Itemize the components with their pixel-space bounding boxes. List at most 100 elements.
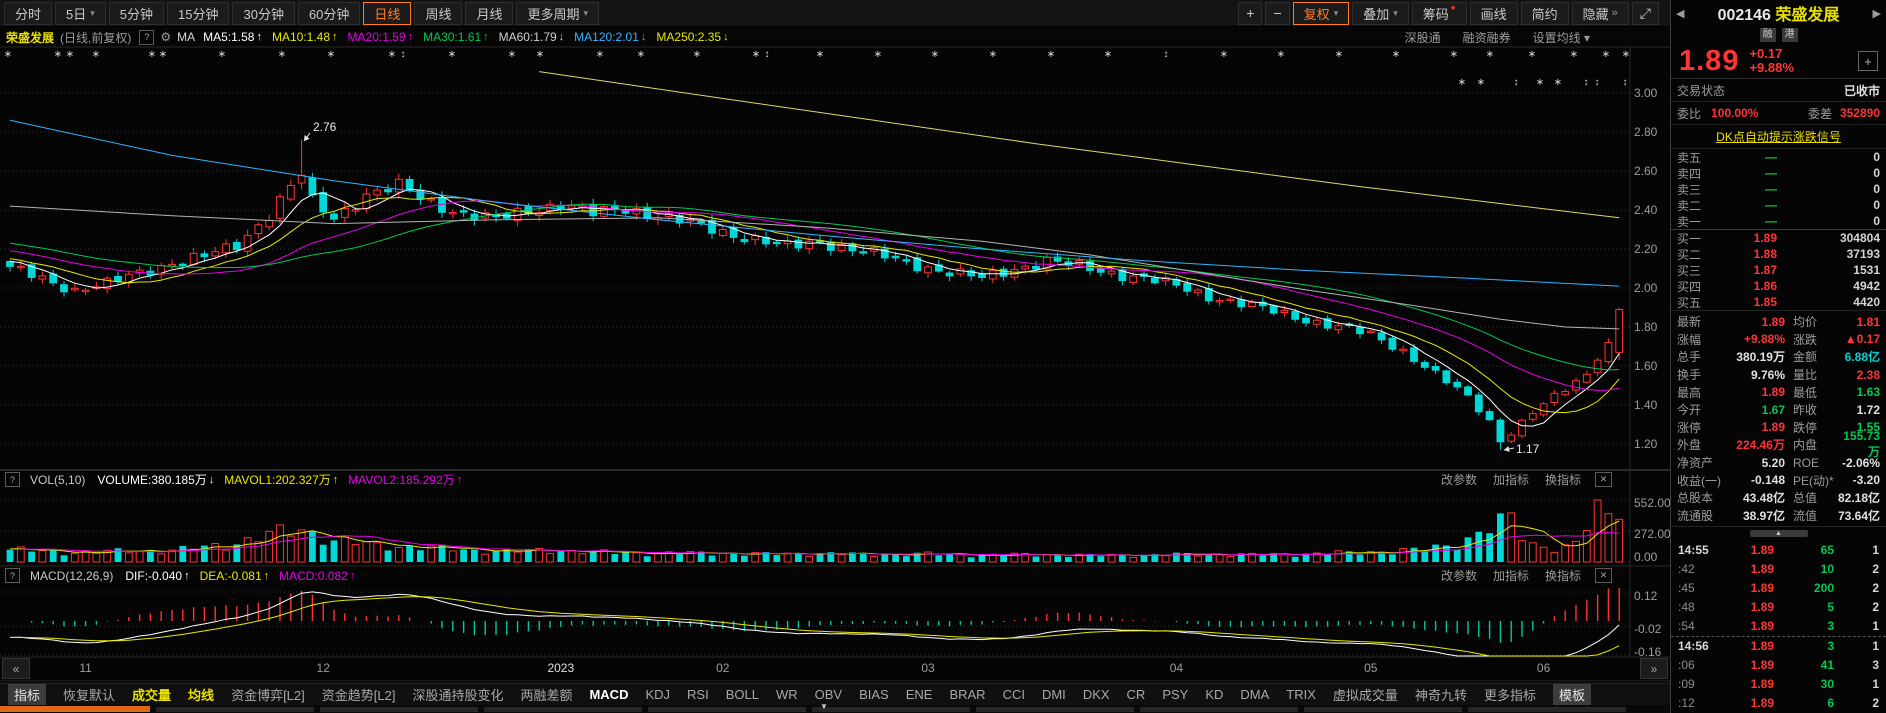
tab-更多指标[interactable]: 更多指标 [1483, 688, 1536, 703]
settings-ma-button[interactable]: 设置均线 ▾ [1532, 30, 1590, 45]
tab-BIAS[interactable]: BIAS [859, 687, 889, 702]
horizontal-scrollbar[interactable]: ▼ [0, 702, 1670, 713]
tab-BOLL[interactable]: BOLL [725, 687, 759, 702]
tab-WR[interactable]: WR [775, 687, 798, 702]
tab-成交量[interactable]: 成交量 [132, 688, 172, 703]
action-加指标[interactable]: 加指标 [1492, 569, 1529, 583]
tab-BRAR[interactable]: BRAR [949, 687, 986, 702]
action-改参数[interactable]: 改参数 [1440, 473, 1477, 487]
period-60分钟[interactable]: 60分钟 [297, 1, 361, 25]
zoom-in-button[interactable]: + [1238, 1, 1263, 25]
tab-KD[interactable]: KD [1205, 687, 1224, 702]
tab-DMI[interactable]: DMI [1041, 687, 1066, 702]
zoom-out-button[interactable]: − [1265, 1, 1290, 25]
gear-icon[interactable]: ⚙ [160, 30, 172, 44]
tab-模板[interactable]: 模板 [1552, 684, 1591, 705]
action-换指标[interactable]: 换指标 [1544, 569, 1581, 583]
tab-神奇九转[interactable]: 神奇九转 [1414, 688, 1467, 703]
fullscreen-button[interactable]: ⤢ [1631, 1, 1659, 25]
add-to-watchlist-button[interactable]: + [1858, 51, 1878, 71]
help-icon[interactable]: ? [139, 29, 155, 45]
action-加指标[interactable]: 加指标 [1492, 473, 1529, 487]
tab-DMA[interactable]: DMA [1240, 687, 1270, 702]
link-融资融券[interactable]: 融资融券 [1462, 30, 1511, 45]
tab-ENE[interactable]: ENE [905, 687, 933, 702]
tab-OBV[interactable]: OBV [814, 687, 843, 702]
tab-RSI[interactable]: RSI [687, 687, 709, 702]
dk-signal-link[interactable]: DK点自动提示涨跌信号 [1716, 130, 1841, 144]
time-sales-list[interactable]: 14:55 1.89 65 1:42 1.89 10 2:45 1.89 200 2:48 1.89… [1671, 540, 1886, 713]
top-toolbar: 分时 5日 ▾ 5分钟 15分钟 30分钟 60分钟 日线 周线 月线 更多周期 ▾ + − 复权 ▾ 叠加 ▾… [0, 0, 1670, 27]
period-15分钟[interactable]: 15分钟 [167, 1, 230, 25]
tab-恢复默认[interactable]: 恢复默认 [63, 688, 116, 703]
quote-nav: ◀ 002146 荣盛发展 ▶ [1671, 0, 1886, 26]
panel-collapse-handle[interactable]: ▲ [1671, 527, 1886, 540]
period-30分钟[interactable]: 30分钟 [232, 1, 295, 25]
draw-line-button[interactable]: 画线 [1469, 1, 1518, 25]
ask-rows: 卖五 — 0 卖四 — 0 卖三 — 0 卖二 — 0 卖一 — 0 [1671, 149, 1886, 229]
overlay-button[interactable]: 叠加 ▾ [1352, 1, 1409, 25]
action-改参数[interactable]: 改参数 [1440, 569, 1477, 583]
scrollbar-thumb[interactable] [0, 706, 150, 712]
link-深股通[interactable]: 深股通 [1404, 30, 1441, 45]
tab-指标[interactable]: 指标 [8, 684, 47, 705]
tab-资金趋势[L2][interactable]: 资金趋势[L2] [321, 688, 396, 703]
stat-value: 1.55 [1856, 420, 1880, 435]
tab-MACD[interactable]: MACD [589, 687, 629, 702]
hide-button[interactable]: 隐藏» [1571, 1, 1629, 25]
close-icon[interactable]: ✕ [1595, 568, 1612, 583]
tab-深股通持股变化[interactable]: 深股通持股变化 [412, 688, 504, 703]
macd-pane-actions: 改参数 加指标 换指标 [1441, 567, 1581, 584]
simple-mode-button[interactable]: 简约 [1520, 1, 1569, 25]
stat-value: 1.89 [1761, 314, 1785, 329]
adjust-mode-button[interactable]: 复权 ▾ [1292, 1, 1350, 25]
tab-CR[interactable]: CR [1126, 687, 1146, 702]
tab-DKX[interactable]: DKX [1082, 687, 1110, 702]
weibi-row: 委比 100.00% 委差 352890 [1671, 102, 1886, 125]
collapse-handle-icon[interactable]: ▼ [820, 702, 828, 711]
period-label: 更多周期 [527, 6, 580, 22]
prev-stock-icon[interactable]: ◀ [1676, 7, 1685, 20]
chart-canvas[interactable]: ∗ ∗ ∗ ∗ ∗ ∗ ∗ ∗ ∗ ∗ ↕ ∗ ∗ ∗ ∗ ∗ ∗ ∗ ↕ ∗ ∗ ∗ ∗ ∗ ∗ ↕ ∗ ∗ ∗ ∗ ∗ ∗ ∗ ∗ ∗ ∗ ∗ ∗ ↕ ∗… [0, 0, 1670, 713]
bid-price: 1.86 [1753, 279, 1777, 293]
chips-button[interactable]: 筹码 ● [1411, 1, 1467, 25]
scroll-right-button[interactable]: » [1640, 658, 1668, 679]
tab-虚拟成交量[interactable]: 虚拟成交量 [1332, 688, 1398, 703]
ma-header-links: 深股通 融资融券 设置均线 ▾ [1405, 29, 1590, 46]
svg-text:↕: ↕ [1514, 77, 1519, 88]
period-5日[interactable]: 5日 ▾ [55, 1, 106, 25]
tick-volume: 3 [1827, 639, 1834, 654]
close-icon[interactable]: ✕ [1595, 472, 1612, 487]
period-月线[interactable]: 月线 [465, 1, 514, 25]
period-更多周期[interactable]: 更多周期 ▾ [516, 1, 600, 25]
period-日线[interactable]: 日线 [363, 1, 412, 25]
ask-price: — [1765, 214, 1777, 228]
tab-PSY[interactable]: PSY [1162, 687, 1189, 702]
period-周线[interactable]: 周线 [414, 1, 463, 25]
tick-time: :48 [1678, 599, 1695, 614]
action-换指标[interactable]: 换指标 [1544, 473, 1581, 487]
ask-row: 卖四 — 0 [1671, 165, 1886, 181]
tick-row: :42 1.89 10 2 [1671, 559, 1886, 578]
tab-CCI[interactable]: CCI [1002, 687, 1025, 702]
chart-svg: ∗ ∗ ∗ ∗ ∗ ∗ ∗ ∗ ∗ ∗ ↕ ∗ ∗ ∗ ∗ ∗ ∗ ∗ ↕ ∗ ∗ ∗ ∗ ∗ ∗ ↕ ∗ ∗ ∗ ∗ ∗ ∗ ∗ ∗ ∗ ∗ ∗ ∗ ↕ ∗… [0, 46, 1670, 682]
tick-row: :54 1.89 3 1 [1671, 617, 1886, 636]
svg-text:∗: ∗ [874, 49, 882, 60]
help-icon[interactable]: ? [5, 472, 20, 487]
bid-level-label: 买一 [1677, 231, 1702, 246]
tab-均线[interactable]: 均线 [188, 688, 215, 703]
ask-price: — [1765, 198, 1777, 212]
tab-资金博弈[L2][interactable]: 资金博弈[L2] [231, 688, 305, 703]
tab-两融差额[interactable]: 两融差额 [520, 688, 573, 703]
collapse-up-icon[interactable]: ▲ [1749, 530, 1808, 538]
next-stock-icon[interactable]: ▶ [1872, 7, 1881, 20]
stat-label: 跌停 [1793, 420, 1818, 435]
tick-volume: 5 [1827, 599, 1834, 614]
tab-TRIX[interactable]: TRIX [1286, 687, 1316, 702]
period-5分钟[interactable]: 5分钟 [108, 1, 165, 25]
scroll-left-button[interactable]: « [2, 658, 30, 679]
help-icon[interactable]: ? [5, 568, 20, 583]
period-分时[interactable]: 分时 [4, 1, 53, 25]
tick-row: 14:56 1.89 3 1 [1671, 635, 1886, 656]
tab-KDJ[interactable]: KDJ [645, 687, 671, 702]
